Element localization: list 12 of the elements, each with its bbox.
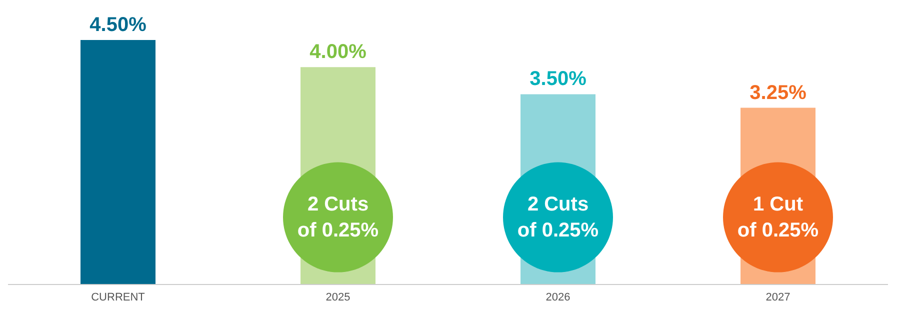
x-tick-label: 2027 — [766, 292, 790, 304]
data-label: 2 Cuts of 0.25% — [517, 193, 599, 242]
data-label: 1 Cut of 0.25% — [737, 193, 819, 242]
data-label: 4.00% — [310, 41, 367, 64]
x-tick-label: 2026 — [546, 292, 570, 304]
x-tick-label: CURRENT — [91, 292, 146, 304]
data-label: 2 Cuts of 0.25% — [297, 193, 379, 242]
data-label: 3.25% — [750, 82, 807, 104]
x-tick-label: 2025 — [326, 292, 350, 304]
data-label: 4.50% — [90, 14, 147, 36]
bar — [80, 40, 156, 284]
data-label: 3.50% — [530, 68, 587, 90]
